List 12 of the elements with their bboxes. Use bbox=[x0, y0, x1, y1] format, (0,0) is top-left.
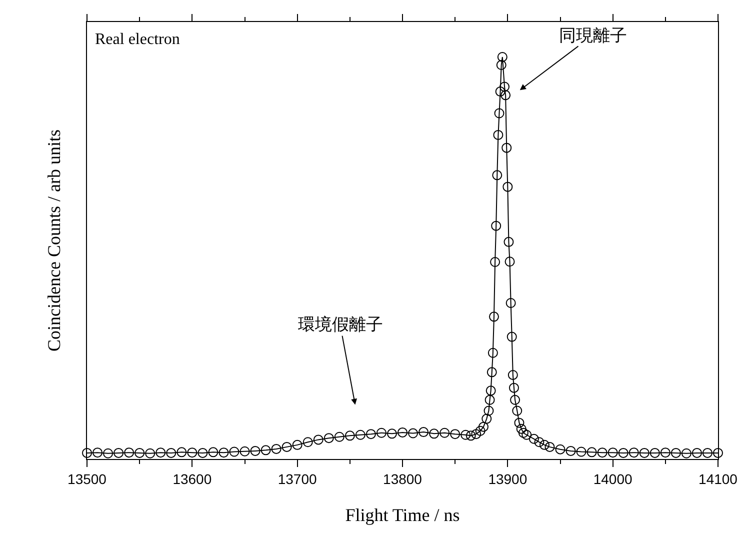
x-tick-label: 13600 bbox=[172, 470, 212, 487]
text: 同現離子 bbox=[559, 26, 627, 45]
x-tick-label: 13500 bbox=[68, 470, 107, 487]
x-tick-label: 13700 bbox=[278, 470, 318, 487]
x-tick-label: 13900 bbox=[488, 470, 528, 487]
x-tick-label: 14100 bbox=[698, 470, 738, 487]
annotation: 環境假離子 bbox=[298, 315, 383, 334]
x-tick-label: 13800 bbox=[383, 470, 422, 487]
y-axis-title: Coincidence Counts / arb units bbox=[44, 130, 64, 352]
text: Real electron bbox=[95, 31, 180, 48]
x-tick-label: 14000 bbox=[593, 470, 633, 487]
x-axis-title: Flight Time / ns bbox=[345, 504, 460, 525]
